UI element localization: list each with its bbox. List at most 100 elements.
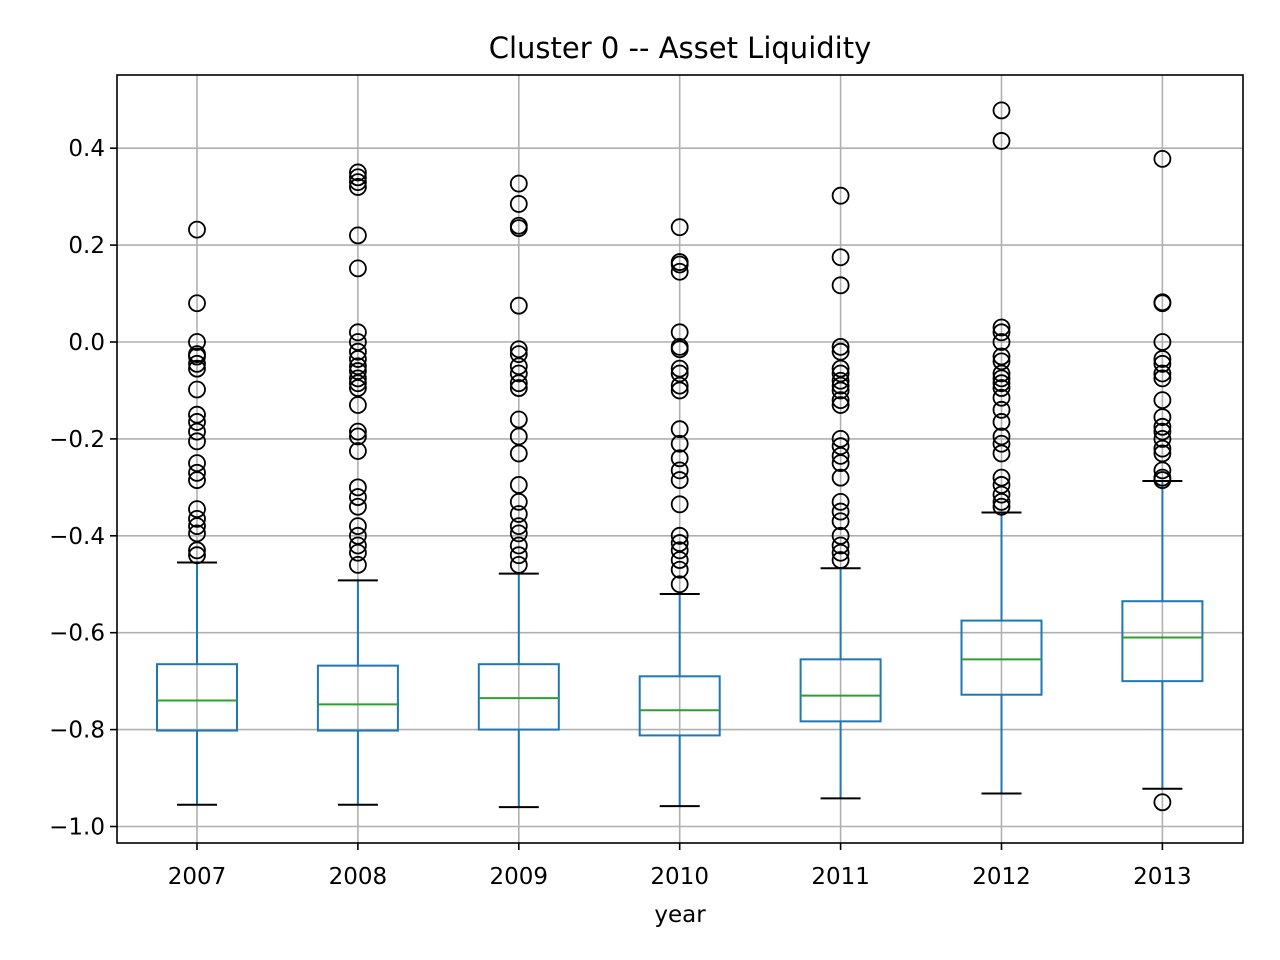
x-axis-label: year (654, 902, 706, 928)
outlier-point (670, 526, 689, 545)
outlier-point (188, 413, 206, 431)
outlier-point (348, 350, 367, 368)
outlier-point (188, 432, 206, 451)
outlier-point (992, 468, 1011, 487)
x-tick-label: 2013 (1133, 864, 1192, 890)
box-2007 (156, 220, 238, 806)
iqr-box (799, 658, 882, 723)
outlier-point (670, 364, 689, 383)
outlier-point (992, 323, 1011, 342)
outlier-point (348, 526, 367, 545)
outlier-point (1153, 149, 1172, 168)
outlier-point (670, 541, 689, 560)
outlier-point (1153, 333, 1172, 351)
outlier-point (831, 536, 850, 555)
outlier-point (992, 400, 1011, 419)
outlier-point (831, 364, 850, 383)
outlier-point (509, 174, 528, 193)
outlier-point (348, 259, 367, 278)
outlier-point (188, 354, 206, 373)
y-tick-label: −0.8 (49, 718, 105, 744)
outlier-point (188, 380, 206, 399)
outlier-point (1153, 444, 1172, 463)
outlier-point (188, 220, 206, 239)
outlier-point (831, 543, 850, 562)
outlier-point (348, 163, 367, 182)
outlier-point (348, 369, 367, 388)
outlier-point (992, 427, 1011, 446)
outlier-point (992, 492, 1011, 511)
outlier-point (670, 381, 689, 400)
outlier-point (992, 347, 1011, 366)
outlier-point (670, 560, 689, 579)
outlier-point (509, 357, 528, 376)
outlier-point (670, 551, 689, 569)
box-2010 (638, 218, 721, 808)
outlier-point (1153, 364, 1172, 383)
x-axis: 2007 2008 2009 2010 2011 2012 2013 (168, 843, 1192, 890)
outlier-point (1153, 471, 1172, 489)
outlier-point (670, 323, 689, 342)
outlier-point (348, 173, 367, 192)
outlier-point (348, 396, 367, 414)
outlier-point (670, 575, 689, 594)
outlier-point (1153, 439, 1172, 458)
outlier-point (1153, 391, 1172, 410)
outlier-point (348, 478, 367, 497)
x-tick-label: 2007 (168, 864, 227, 890)
outlier-point (670, 262, 689, 281)
outlier-point (670, 218, 689, 237)
iqr-box (638, 675, 721, 737)
outlier-point (509, 296, 528, 315)
outlier-point (831, 446, 850, 465)
outlier-point (509, 505, 528, 523)
outlier-point (509, 345, 528, 364)
y-tick-label: −0.4 (49, 524, 105, 550)
y-tick-label: −0.2 (49, 427, 105, 453)
outlier-point (992, 379, 1011, 397)
outlier-point (670, 340, 689, 359)
y-tick-label: 0.0 (68, 330, 105, 356)
y-axis: 0.4 0.2 0.0 −0.2 −0.4 −0.6 −0.8 −1.0 (49, 136, 117, 841)
iqr-box (960, 619, 1043, 696)
outlier-point (1153, 422, 1172, 441)
x-tick-label: 2008 (329, 864, 388, 890)
x-tick-label: 2009 (490, 864, 549, 890)
outlier-point (348, 333, 367, 351)
outlier-point (348, 178, 367, 196)
outlier-point (348, 422, 367, 441)
outlier-point (831, 468, 850, 487)
outlier-point (831, 186, 850, 205)
outlier-point (509, 492, 528, 511)
outlier-point (188, 405, 206, 424)
outlier-point (348, 374, 367, 393)
outlier-point (188, 454, 206, 473)
outlier-point (1153, 417, 1172, 436)
outlier-point (670, 434, 689, 453)
plot-area (156, 101, 1204, 812)
outlier-point (992, 485, 1011, 504)
outlier-point (509, 517, 528, 536)
outlier-point (831, 396, 850, 414)
outlier-point (509, 340, 528, 359)
outlier-point (1153, 369, 1172, 388)
outlier-point (348, 488, 367, 506)
outlier-point (831, 429, 850, 448)
outlier-point (992, 101, 1011, 120)
outlier-point (831, 492, 850, 511)
outlier-point (992, 434, 1011, 453)
outlier-point (670, 534, 689, 552)
outlier-point (670, 255, 689, 274)
outlier-point (670, 495, 689, 514)
outlier-point (992, 318, 1011, 337)
outlier-point (992, 444, 1011, 463)
outlier-point (831, 376, 850, 395)
outlier-point (992, 413, 1011, 431)
outlier-point (509, 195, 528, 213)
outlier-point (992, 333, 1011, 351)
iqr-box (1121, 600, 1204, 683)
y-tick-label: 0.2 (68, 233, 105, 259)
outlier-point (509, 374, 528, 393)
y-tick-label: 0.4 (68, 136, 105, 162)
